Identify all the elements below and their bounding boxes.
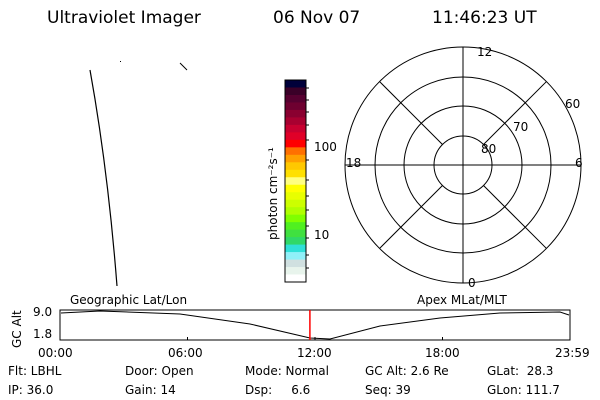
polar-spoke bbox=[379, 81, 443, 145]
status-field: IP: 36.0 bbox=[8, 383, 54, 397]
ring-label-60: 60 bbox=[565, 97, 581, 111]
colorbar-segment bbox=[285, 214, 306, 223]
colorbar-segment bbox=[285, 87, 306, 96]
colorbar-segment bbox=[285, 199, 306, 208]
status-field: Gain: 14 bbox=[125, 383, 176, 397]
colorbar-segment bbox=[285, 80, 306, 88]
xtick-2: 12:00 bbox=[297, 346, 332, 360]
instrument-title: Ultraviolet Imager bbox=[47, 8, 201, 28]
polar-label-6: 6 bbox=[575, 156, 583, 170]
status-field: GC Alt: 2.6 Re bbox=[365, 364, 449, 378]
colorbar-segment bbox=[285, 184, 306, 193]
image-panel bbox=[89, 61, 188, 287]
colorbar-segment bbox=[285, 132, 306, 141]
status-field: Mode: Normal bbox=[245, 364, 329, 378]
colorbar-segment bbox=[285, 267, 306, 276]
ytick-1.8: 1.8 bbox=[33, 327, 53, 341]
ring-label-80: 80 bbox=[481, 142, 497, 156]
colorbar-tick-10: 10 bbox=[314, 228, 330, 242]
colorbar-segment bbox=[285, 274, 306, 283]
colorbar-segment bbox=[285, 154, 306, 163]
polar-spoke bbox=[379, 185, 443, 249]
colorbar-segment bbox=[285, 162, 306, 171]
colorbar-segment bbox=[285, 109, 306, 118]
xtick-3: 18:00 bbox=[425, 346, 460, 360]
status-field: Seq: 39 bbox=[365, 383, 411, 397]
colorbar-segment bbox=[285, 192, 306, 201]
colorbar-frame bbox=[284, 79, 307, 283]
polar-spoke bbox=[483, 185, 547, 249]
xtick-0: 00:00 bbox=[38, 346, 73, 360]
polar-label-18: 18 bbox=[346, 156, 362, 170]
status-field: Flt: LBHL bbox=[8, 364, 62, 378]
polar-grid bbox=[344, 46, 582, 284]
colorbar-tick-100: 100 bbox=[314, 140, 337, 154]
ytick-9: 9.0 bbox=[33, 305, 53, 319]
altitude-plot bbox=[59, 309, 571, 341]
time: 11:46:23 UT bbox=[432, 8, 537, 28]
colorbar-segment bbox=[285, 102, 306, 111]
xtick-4: 23:59 bbox=[555, 346, 590, 360]
geographic-label: Geographic Lat/Lon bbox=[70, 293, 188, 307]
colorbar-segment bbox=[285, 222, 306, 231]
polar-label-0: 0 bbox=[468, 276, 476, 290]
colorbar-segment bbox=[285, 229, 306, 238]
status-field: GLon: 111.7 bbox=[487, 383, 560, 397]
altitude-curve bbox=[60, 310, 570, 340]
colorbar-segment bbox=[285, 124, 306, 133]
colorbar-label: photon cm⁻²s⁻¹ bbox=[266, 147, 280, 240]
colorbar-segment bbox=[285, 94, 306, 103]
ring-label-70: 70 bbox=[513, 120, 529, 134]
colorbar-segment bbox=[285, 169, 306, 178]
polar-label-12: 12 bbox=[477, 45, 493, 59]
date: 06 Nov 07 bbox=[273, 8, 361, 28]
colorbar-segment bbox=[285, 259, 306, 268]
altitude-ylabel: GC Alt bbox=[10, 310, 24, 348]
colorbar-segment bbox=[285, 207, 306, 216]
altitude-frame bbox=[59, 309, 571, 341]
colorbar-segment bbox=[285, 139, 306, 148]
status-field: Dsp: 6.6 bbox=[245, 383, 311, 397]
polar-spoke bbox=[483, 81, 547, 145]
colorbar-segment bbox=[285, 244, 306, 253]
colorbar bbox=[284, 79, 309, 283]
colorbar-segment bbox=[285, 147, 306, 156]
status-field: Door: Open bbox=[125, 364, 194, 378]
status-field: GLat: 28.3 bbox=[487, 364, 554, 378]
colorbar-segment bbox=[285, 252, 306, 261]
apex-label: Apex MLat/MLT bbox=[417, 293, 507, 307]
xtick-1: 06:00 bbox=[168, 346, 203, 360]
colorbar-segment bbox=[285, 237, 306, 246]
colorbar-segment bbox=[285, 117, 306, 126]
colorbar-segment bbox=[285, 177, 306, 186]
